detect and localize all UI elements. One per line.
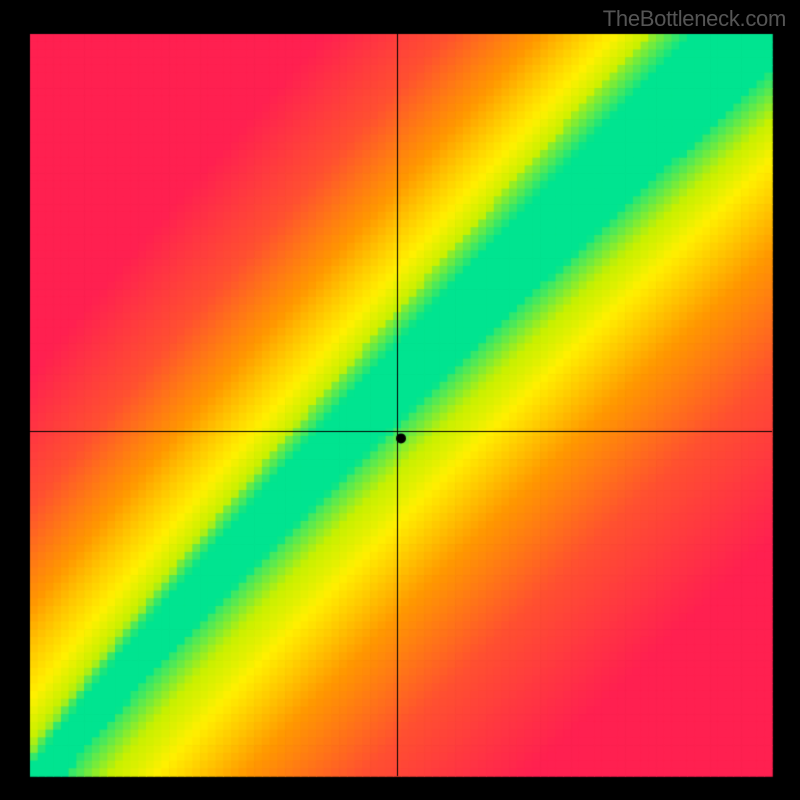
- bottleneck-heatmap: [0, 0, 800, 800]
- attribution-label: TheBottleneck.com: [603, 6, 786, 32]
- chart-container: TheBottleneck.com: [0, 0, 800, 800]
